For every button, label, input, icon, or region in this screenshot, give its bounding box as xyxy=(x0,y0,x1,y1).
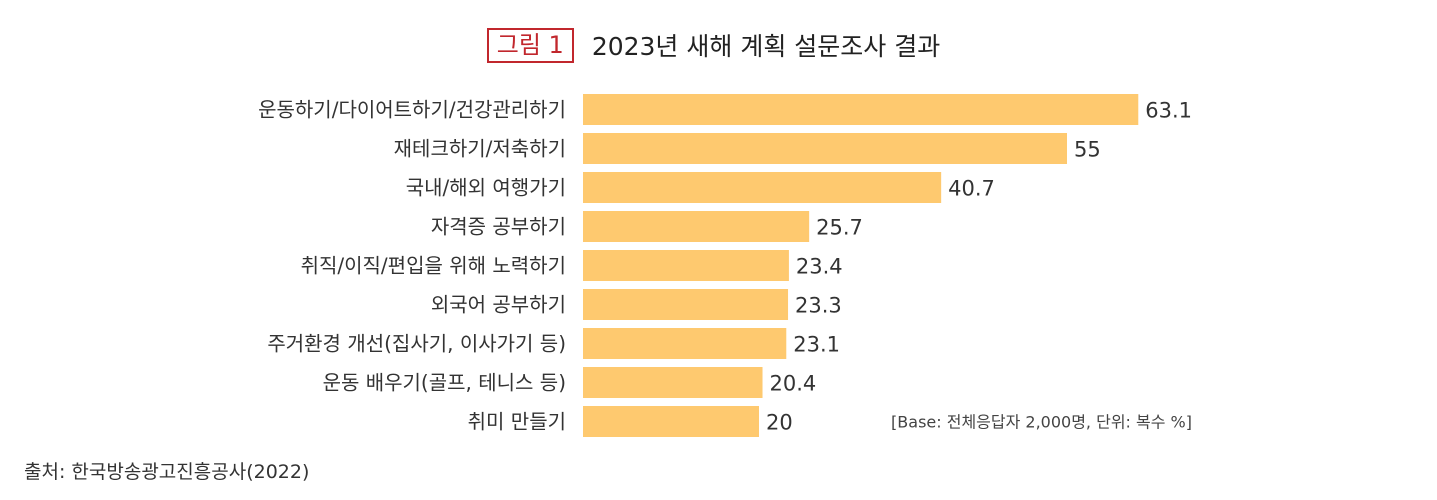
data-label: 23.3 xyxy=(795,294,842,318)
category-label: 취직/이직/편입을 위해 노력하기 xyxy=(301,254,566,278)
data-label: 55 xyxy=(1074,138,1101,162)
bar xyxy=(583,406,759,437)
data-label: 20 xyxy=(766,411,793,435)
source-note: 출처: 한국방송광고진흥공사(2022) xyxy=(24,461,310,483)
bar xyxy=(583,289,789,320)
bar xyxy=(583,133,1067,164)
data-label: 20.4 xyxy=(770,372,817,396)
category-label: 운동하기/다이어트하기/건강관리하기 xyxy=(258,98,566,122)
chart-title: 2023년 새해 계획 설문조사 결과 xyxy=(591,32,941,61)
category-label: 재테크하기/저축하기 xyxy=(394,137,566,161)
bar xyxy=(583,94,1139,125)
category-label: 외국어 공부하기 xyxy=(431,293,566,317)
bar xyxy=(583,172,942,203)
data-label: 40.7 xyxy=(948,177,995,201)
figure-title: 그림 1 2023년 새해 계획 설문조사 결과 xyxy=(0,27,1437,63)
bar xyxy=(583,211,810,242)
bar xyxy=(583,367,763,398)
data-label: 25.7 xyxy=(816,216,863,240)
data-label: 63.1 xyxy=(1145,99,1192,123)
category-label: 국내/해외 여행가기 xyxy=(406,176,566,200)
data-label: 23.1 xyxy=(793,333,840,357)
base-note: [Base: 전체응답자 2,000명, 단위: 복수 %] xyxy=(891,413,1192,432)
category-label: 주거환경 개선(집사기, 이사가기 등) xyxy=(267,332,566,356)
figure-label: 그림 1 xyxy=(486,27,574,63)
category-label: 자격증 공부하기 xyxy=(431,215,566,239)
data-label: 23.4 xyxy=(796,255,843,279)
category-label: 운동 배우기(골프, 테니스 등) xyxy=(323,371,566,395)
bar xyxy=(583,250,789,281)
category-label: 취미 만들기 xyxy=(468,410,566,434)
bar xyxy=(583,328,787,359)
